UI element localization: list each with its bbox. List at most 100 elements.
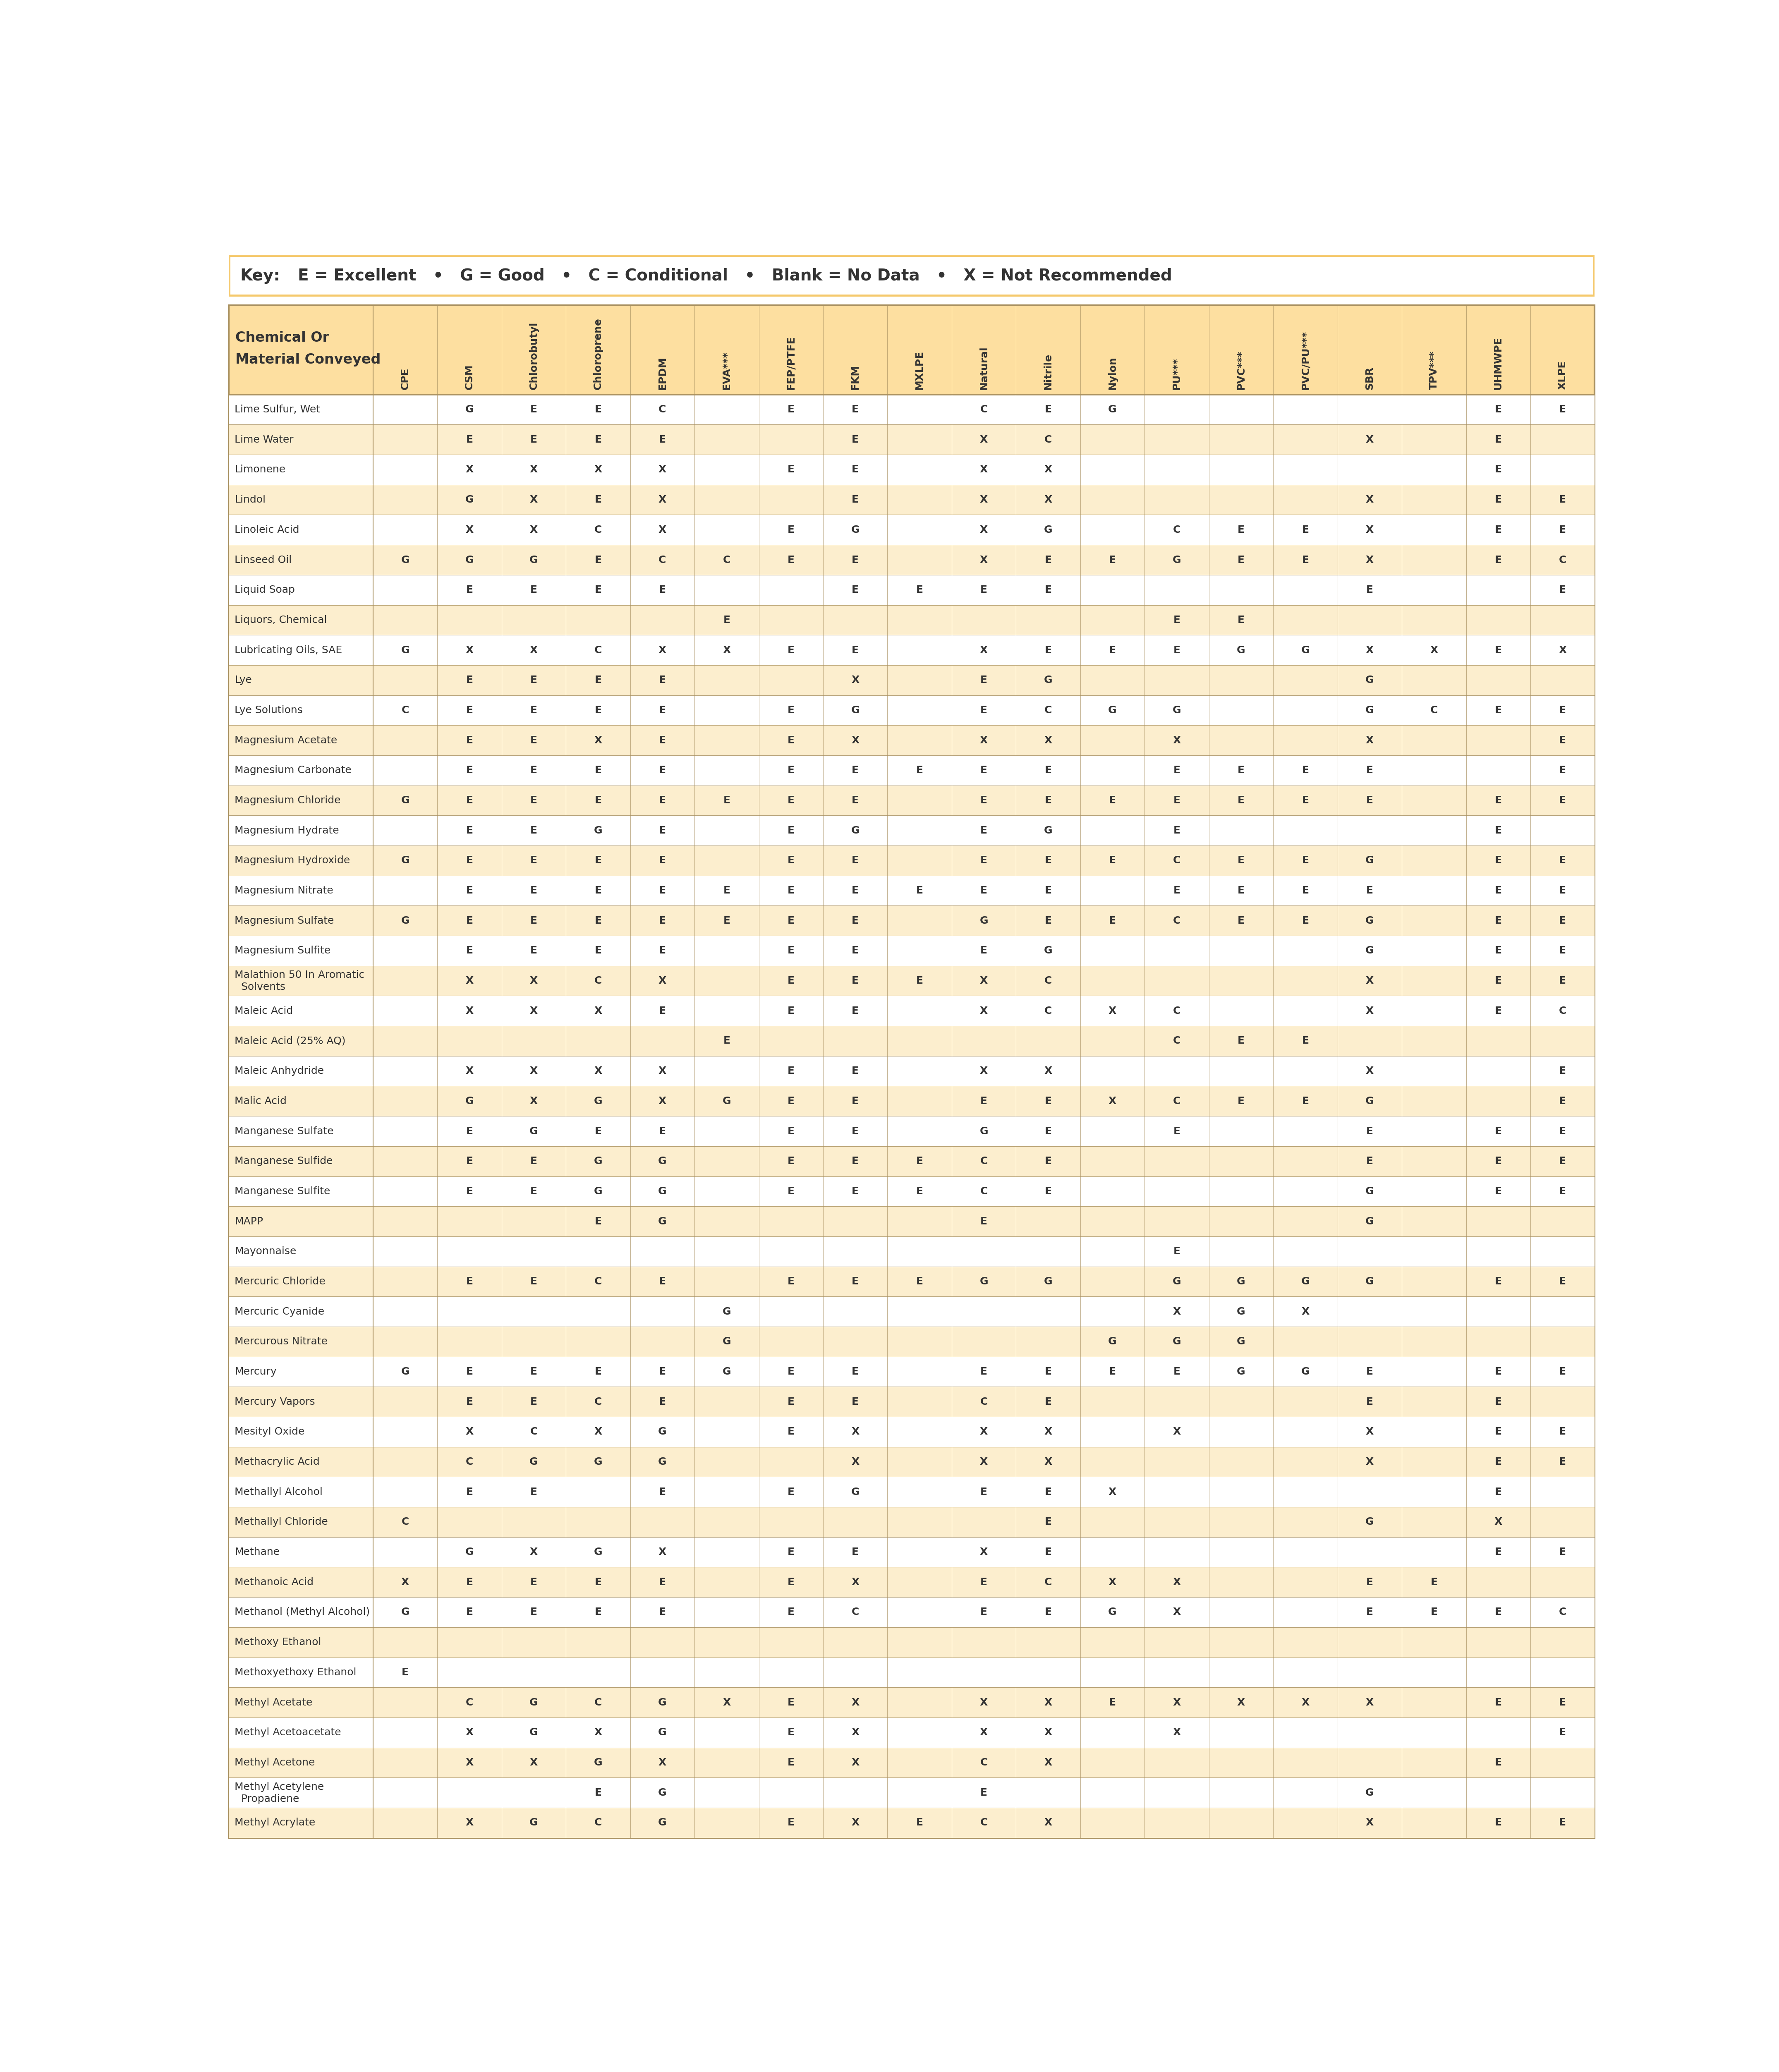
Text: E: E [788, 885, 795, 895]
Text: E: E [852, 1548, 859, 1556]
Text: C: C [530, 1428, 537, 1436]
Text: X: X [980, 1005, 987, 1015]
Bar [229, 1026, 1594, 1057]
Text: G: G [400, 916, 409, 926]
Text: E: E [1366, 796, 1373, 806]
Text: G: G [722, 1368, 731, 1376]
Text: Liquors, Chemical: Liquors, Chemical [235, 615, 327, 626]
Text: C: C [1172, 524, 1181, 535]
Bar [229, 725, 1594, 756]
Text: E: E [852, 1005, 859, 1015]
Text: E: E [852, 856, 859, 866]
Text: E: E [980, 675, 987, 686]
Text: E: E [1494, 1428, 1501, 1436]
Bar [229, 905, 1594, 937]
Text: E: E [658, 856, 665, 866]
Text: X: X [530, 524, 537, 535]
Text: E: E [658, 584, 665, 595]
Text: X: X [1108, 1488, 1117, 1496]
Text: X: X [1302, 1307, 1309, 1316]
Text: G: G [1364, 1187, 1373, 1196]
Text: G: G [1172, 1336, 1181, 1347]
Text: E: E [530, 945, 537, 955]
Text: E: E [1558, 495, 1566, 506]
Text: E: E [1558, 1187, 1566, 1196]
Text: G: G [850, 1488, 859, 1496]
Text: E: E [852, 976, 859, 986]
Bar [229, 1417, 1594, 1446]
Text: E: E [1494, 404, 1501, 414]
Text: E: E [466, 675, 473, 686]
Text: FEP/PTFE: FEP/PTFE [786, 336, 795, 390]
Text: E: E [658, 435, 665, 445]
Text: E: E [1238, 885, 1245, 895]
Text: E: E [1044, 1127, 1051, 1135]
Text: E: E [980, 856, 987, 866]
Text: C: C [1172, 916, 1181, 926]
Text: G: G [980, 1127, 987, 1135]
Text: X: X [980, 435, 987, 445]
Text: E: E [1108, 1368, 1115, 1376]
Text: Methoxy Ethanol: Methoxy Ethanol [235, 1637, 322, 1647]
Text: C: C [594, 524, 601, 535]
Text: Mercuric Chloride: Mercuric Chloride [235, 1276, 326, 1287]
Text: E: E [1430, 1577, 1437, 1587]
Text: E: E [1494, 464, 1501, 474]
Text: G: G [1044, 825, 1053, 835]
Text: E: E [466, 584, 473, 595]
Text: E: E [530, 1397, 537, 1407]
Bar [229, 1807, 1594, 1838]
Text: C: C [1044, 704, 1051, 715]
Text: E: E [1044, 765, 1051, 775]
Text: E: E [594, 1368, 601, 1376]
Text: E: E [1558, 1697, 1566, 1707]
Text: E = Excellent   •   G = Good   •   C = Conditional   •   Blank = No Data   •   X: E = Excellent • G = Good • C = Condition… [297, 267, 1172, 284]
Text: G: G [658, 1728, 667, 1738]
Text: E: E [1108, 916, 1115, 926]
Text: C: C [1172, 1036, 1181, 1046]
Text: E: E [658, 1488, 665, 1496]
Text: E: E [658, 1127, 665, 1135]
Text: E: E [466, 1127, 473, 1135]
Text: E: E [916, 1817, 923, 1828]
Text: G: G [400, 1368, 409, 1376]
Text: E: E [916, 976, 923, 986]
Text: X: X [1366, 644, 1373, 655]
Text: E: E [1558, 796, 1566, 806]
Text: E: E [1494, 555, 1501, 566]
Text: G: G [1236, 1336, 1245, 1347]
Text: E: E [1044, 856, 1051, 866]
Text: E: E [788, 736, 795, 746]
Text: C: C [1172, 1096, 1181, 1106]
Text: E: E [1494, 1608, 1501, 1616]
Text: Lye: Lye [235, 675, 253, 686]
Text: E: E [852, 1067, 859, 1075]
Text: Magnesium Hydroxide: Magnesium Hydroxide [235, 856, 350, 866]
Text: Chloroprene: Chloroprene [592, 317, 603, 390]
Text: X: X [658, 524, 667, 535]
Text: E: E [466, 1488, 473, 1496]
Text: E: E [530, 1608, 537, 1616]
Text: E: E [466, 1397, 473, 1407]
Text: X: X [1044, 1697, 1051, 1707]
Text: E: E [852, 1187, 859, 1196]
Text: E: E [980, 584, 987, 595]
Text: E: E [788, 1728, 795, 1738]
Text: E: E [1494, 1005, 1501, 1015]
Text: E: E [1558, 404, 1566, 414]
Text: G: G [658, 1457, 667, 1467]
Text: E: E [788, 1817, 795, 1828]
Text: E: E [1558, 1817, 1566, 1828]
Bar [229, 1297, 1594, 1326]
Text: E: E [658, 736, 665, 746]
Bar [229, 756, 1594, 785]
Text: G: G [530, 1728, 537, 1738]
Text: E: E [1044, 796, 1051, 806]
Text: C: C [1558, 1608, 1566, 1616]
Text: X: X [1558, 644, 1567, 655]
Text: G: G [400, 856, 409, 866]
Text: E: E [980, 1096, 987, 1106]
Text: E: E [1044, 885, 1051, 895]
Text: E: E [1558, 916, 1566, 926]
Text: E: E [594, 1127, 601, 1135]
